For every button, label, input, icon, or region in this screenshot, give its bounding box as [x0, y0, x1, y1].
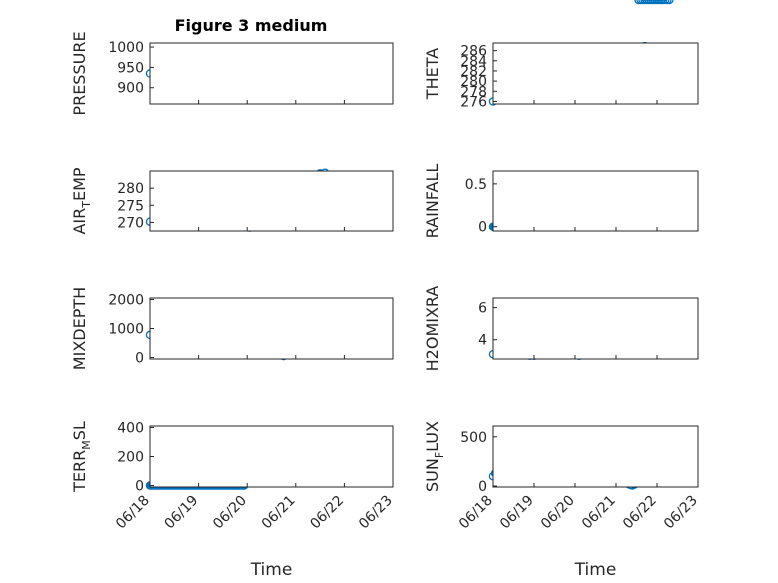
x-tick-label: 06/23	[661, 493, 701, 533]
y-tick-label: 900	[117, 81, 144, 97]
subplot-5: 0 1000 2000 MIXDEPTH	[70, 287, 394, 370]
x-tick-label: 06/21	[579, 493, 619, 533]
y-tick-label: 0	[478, 479, 487, 495]
y-axis-label: MIXDEPTH	[70, 287, 89, 370]
y-tick-label: 4	[478, 333, 487, 349]
axes-frame	[149, 42, 394, 105]
x-tick-label: 06/18	[113, 493, 153, 533]
y-tick-label: 6	[478, 301, 487, 317]
axes-frame	[492, 42, 699, 105]
data-point	[665, 0, 674, 5]
x-tick-label: 06/20	[210, 493, 250, 533]
x-tick-label: 06/22	[620, 493, 660, 533]
x-tick-label: 06/22	[307, 493, 347, 533]
y-axis-label: H2OMIXRA	[423, 286, 442, 372]
y-tick-label: 280	[460, 74, 487, 90]
axes-frame	[492, 170, 699, 232]
x-tick-label: 06/20	[538, 493, 578, 533]
y-tick-label: 0	[478, 220, 487, 236]
y-tick-label: 2000	[108, 292, 144, 308]
y-tick-label: 1000	[108, 322, 144, 338]
y-axis-label: PRESSURE	[70, 31, 89, 115]
y-tick-label: 275	[117, 198, 144, 214]
y-axis-label: SUNFLUX	[423, 421, 446, 492]
subplot-6: 4 6 H2OMIXRA	[423, 286, 699, 372]
y-axis-label: AIRTEMP	[70, 167, 93, 234]
y-axis-label: TERRMSL	[70, 421, 93, 493]
axes-frame	[492, 297, 699, 360]
subplot-7: 0 200 400 06/18 06/19 06/20 06/21 06/22 06/23 Tim…	[70, 420, 396, 580]
axes-frame	[492, 425, 699, 488]
y-tick-label: 500	[460, 430, 487, 446]
x-axis-label: Time	[574, 560, 617, 580]
y-tick-label: 950	[117, 60, 144, 76]
x-tick-label: 06/18	[456, 493, 496, 533]
y-tick-label: 282	[460, 64, 487, 80]
axes-frame	[149, 425, 394, 488]
x-tick-label: 06/23	[356, 493, 396, 533]
y-tick-label: 400	[117, 420, 144, 436]
y-tick-label: 270	[117, 215, 144, 231]
axes-frame	[149, 297, 394, 360]
y-tick-label: 200	[117, 450, 144, 466]
axes-frame	[149, 170, 394, 232]
y-tick-label: 1000	[108, 40, 144, 56]
x-axis-label: Time	[250, 560, 293, 580]
subplot-1: 900 950 1000 PRESSURE	[70, 31, 394, 116]
y-tick-label: 280	[117, 181, 144, 197]
x-tick-label: 06/21	[259, 493, 299, 533]
y-tick-label: 0	[135, 479, 144, 495]
x-tick-label: 06/19	[497, 493, 537, 533]
y-tick-label: 0	[135, 351, 144, 367]
y-axis-label: THETA	[423, 48, 442, 100]
x-tick-label: 06/19	[162, 493, 202, 533]
y-tick-label: 276	[460, 94, 487, 110]
y-tick-label: 278	[460, 84, 487, 100]
subplot-4: 0 0.5 RAINFALL	[423, 164, 699, 239]
y-tick-label: 286	[460, 44, 487, 60]
y-tick-label: 284	[460, 54, 487, 70]
y-axis-label: RAINFALL	[423, 164, 442, 239]
figure-title: Figure 3 medium	[175, 16, 328, 35]
y-tick-label: 0.5	[465, 177, 487, 193]
